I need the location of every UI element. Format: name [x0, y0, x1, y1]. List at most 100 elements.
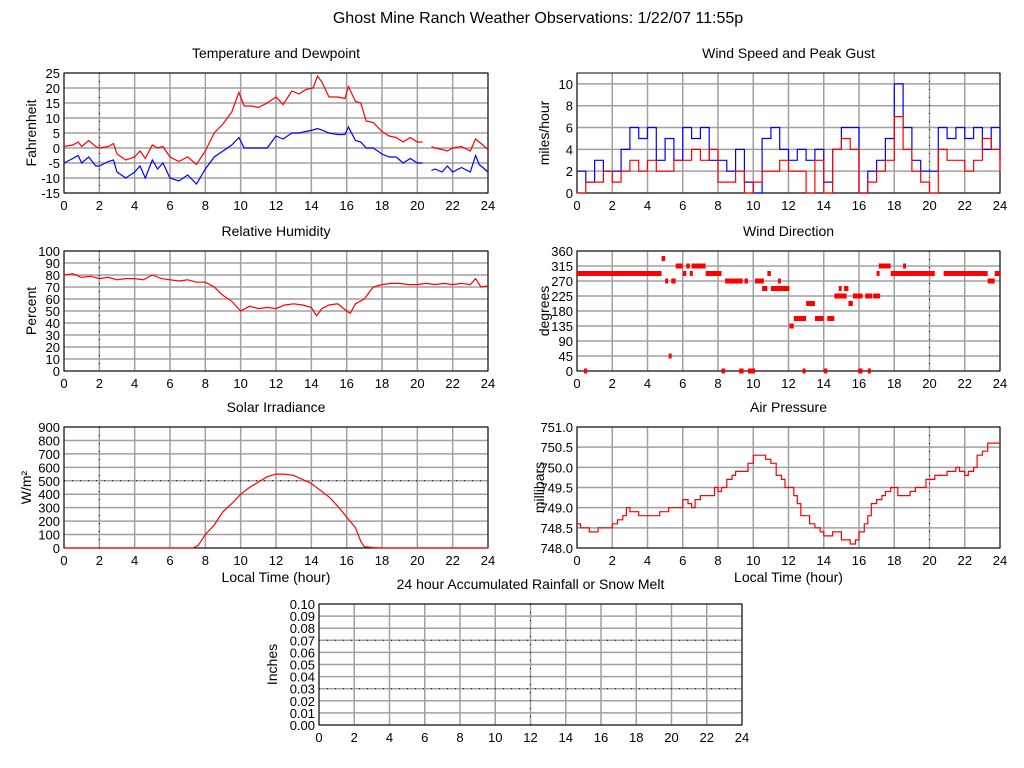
- x-tick-label: 4: [644, 198, 651, 213]
- x-tick-label: 12: [781, 376, 795, 391]
- y-tick-label: 15: [46, 96, 60, 111]
- x-tick-label: 24: [481, 376, 495, 391]
- wind-direction-mark: [739, 368, 744, 374]
- x-tick-label: 10: [233, 376, 247, 391]
- y-tick-label: 750.0: [540, 460, 573, 475]
- wind-direction-mark: [834, 293, 847, 299]
- y-tick-label: 0.10: [290, 597, 315, 612]
- x-axis-label: Local Time (hour): [734, 569, 843, 585]
- x-tick-label: 4: [644, 376, 651, 391]
- wind-direction-mark: [747, 368, 756, 374]
- x-tick-label: 14: [304, 198, 318, 213]
- x-tick-label: 4: [131, 198, 138, 213]
- x-tick-label: 20: [410, 376, 424, 391]
- wind-direction-mark: [577, 271, 662, 276]
- wind-direction-mark: [848, 301, 853, 306]
- x-tick-label: 8: [714, 376, 721, 391]
- x-tick-label: 16: [339, 376, 353, 391]
- y-axis-label: miles/hour: [536, 100, 552, 165]
- wind-direction-mark: [767, 271, 771, 276]
- x-tick-label: 18: [887, 198, 901, 213]
- page-title: Ghost Mine Ranch Weather Observations: 1…: [333, 10, 743, 27]
- y-tick-label: -15: [41, 186, 60, 201]
- x-tick-label: 2: [96, 376, 103, 391]
- y-tick-label: 30: [46, 328, 60, 343]
- wind-direction-mark: [686, 263, 690, 269]
- y-axis-label: Percent: [23, 287, 39, 335]
- x-tick-label: 20: [922, 553, 936, 568]
- y-tick-label: 60: [46, 292, 60, 307]
- x-tick-label: 12: [523, 730, 537, 745]
- wind-direction-mark: [789, 323, 794, 329]
- x-tick-label: 2: [609, 553, 616, 568]
- wind-direction-mark: [903, 263, 907, 269]
- wind-direction-mark: [943, 271, 988, 276]
- wind-direction-mark: [755, 278, 764, 284]
- y-tick-label: 700: [38, 447, 60, 462]
- x-tick-label: 8: [202, 376, 209, 391]
- y-tick-label: 0.08: [290, 621, 315, 636]
- x-tick-label: 24: [993, 198, 1007, 213]
- x-tick-label: 18: [375, 553, 389, 568]
- plot-frame: [63, 426, 489, 549]
- wind-direction-mark: [721, 368, 726, 374]
- x-tick-label: 20: [410, 553, 424, 568]
- series-temperature-line: [431, 138, 489, 152]
- y-tick-label: 0.03: [290, 682, 315, 697]
- x-tick-label: 24: [993, 553, 1007, 568]
- chart-wind-direction: 0 2 4 6 8 10 12 14 16 18 20 22 240459013518022527031…: [536, 223, 1007, 391]
- wind-direction-mark: [994, 271, 1000, 276]
- y-tick-label: 6: [566, 121, 573, 136]
- wind-direction-mark: [777, 278, 781, 284]
- wind-direction-mark: [744, 278, 748, 284]
- x-tick-label: 16: [852, 553, 866, 568]
- wind-direction-mark: [806, 301, 815, 306]
- chart-title: Wind Direction: [743, 223, 834, 239]
- x-tick-label: 22: [958, 553, 972, 568]
- x-tick-label: 14: [817, 376, 831, 391]
- plot-frame: [318, 603, 743, 726]
- x-tick-label: 10: [233, 553, 247, 568]
- x-tick-label: 2: [96, 553, 103, 568]
- x-tick-label: 6: [679, 376, 686, 391]
- wind-direction-mark: [802, 368, 806, 374]
- x-tick-label: 8: [456, 730, 463, 745]
- x-tick-label: 14: [304, 376, 318, 391]
- series-wind-direction: [577, 256, 1000, 374]
- wind-direction-mark: [725, 278, 743, 284]
- wind-direction-mark: [793, 316, 807, 321]
- chart-title: Relative Humidity: [222, 223, 331, 239]
- wind-direction-mark: [668, 353, 672, 359]
- y-tick-label: 200: [38, 514, 60, 529]
- x-tick-label: 4: [644, 553, 651, 568]
- x-tick-label: 20: [410, 198, 424, 213]
- wind-direction-mark: [682, 271, 687, 276]
- y-axis-label: millibars: [531, 462, 547, 513]
- series-temperature-line: [63, 74, 423, 166]
- y-tick-label: 315: [551, 259, 573, 274]
- x-tick-label: 8: [714, 198, 721, 213]
- x-tick-label: 4: [131, 376, 138, 391]
- y-tick-label: 0.00: [290, 718, 315, 733]
- chart-title: Air Pressure: [750, 399, 827, 415]
- x-tick-label: 10: [746, 376, 760, 391]
- y-tick-label: 0: [53, 541, 60, 556]
- x-tick-label: 20: [664, 730, 678, 745]
- series-wind-speed-line: [577, 115, 1001, 194]
- x-tick-label: 12: [269, 198, 283, 213]
- wind-direction-mark: [858, 368, 863, 374]
- y-tick-label: 10: [46, 111, 60, 126]
- y-tick-label: 135: [551, 319, 573, 334]
- x-tick-label: 2: [609, 376, 616, 391]
- wind-direction-mark: [814, 316, 824, 321]
- x-tick-label: 0: [573, 376, 580, 391]
- y-tick-label: 600: [38, 460, 60, 475]
- y-tick-label: 2: [566, 164, 573, 179]
- y-tick-label: 0.07: [290, 633, 315, 648]
- y-tick-label: 748.5: [540, 521, 573, 536]
- x-tick-label: 4: [131, 553, 138, 568]
- x-tick-label: 6: [421, 730, 428, 745]
- wind-direction-mark: [838, 286, 842, 291]
- chart-solar-irradiance: 0 2 4 6 8 10 12 14 16 18 20 22 240100200300400500600…: [18, 399, 495, 585]
